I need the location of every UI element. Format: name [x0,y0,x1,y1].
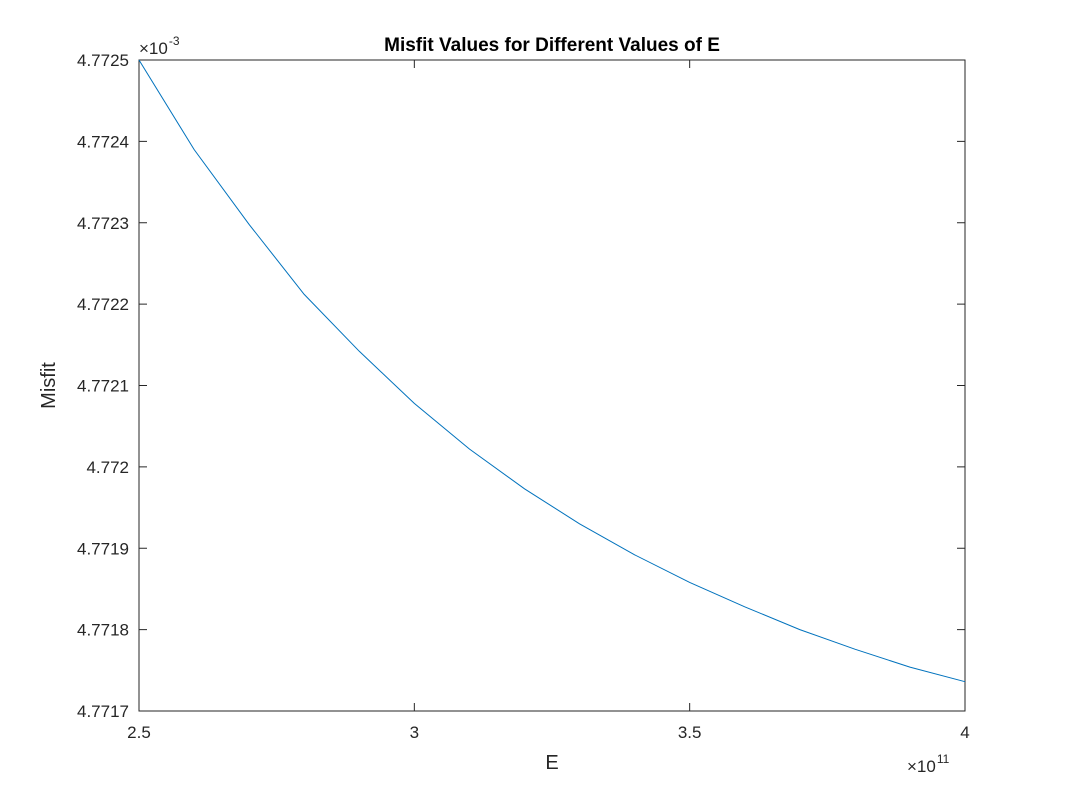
y-tick-label: 4.7717 [77,702,129,721]
y-tick-label: 4.7721 [77,377,129,396]
y-tick-label: 4.7719 [77,539,129,558]
x-axis-label: E [545,752,558,774]
series-line [138,59,966,683]
x-tick-label: 2.5 [127,723,151,742]
x-exponent-power: 11 [937,752,950,766]
y-tick-label: 4.7722 [77,295,129,314]
x-tick-label: 4 [960,723,969,742]
axis-ticks [138,59,966,712]
tick-labels: 2.5 3 3.5 4 4.7717 4.7718 4.7719 4.772 4.7721 4.7… [77,51,970,742]
y-exponent-power: -3 [169,34,180,48]
y-tick-label: 4.7724 [77,132,129,151]
x-axis-exponent: ×10 11 [907,752,950,776]
y-axis-exponent: ×10 -3 [139,34,180,58]
y-exponent-base: ×10 [139,39,168,58]
x-tick-label: 3 [410,723,419,742]
y-axis-label: Misfit [38,362,60,409]
y-tick-label: 4.7718 [77,621,129,640]
x-exponent-base: ×10 [907,757,936,776]
plot-area [138,59,966,712]
y-tick-label: 4.7723 [77,214,129,233]
y-tick-label: 4.7725 [77,51,129,70]
x-tick-label: 3.5 [678,723,702,742]
chart-title: Misfit Values for Different Values of E [384,35,720,56]
series-group [138,59,966,683]
y-tick-label: 4.772 [86,458,129,477]
